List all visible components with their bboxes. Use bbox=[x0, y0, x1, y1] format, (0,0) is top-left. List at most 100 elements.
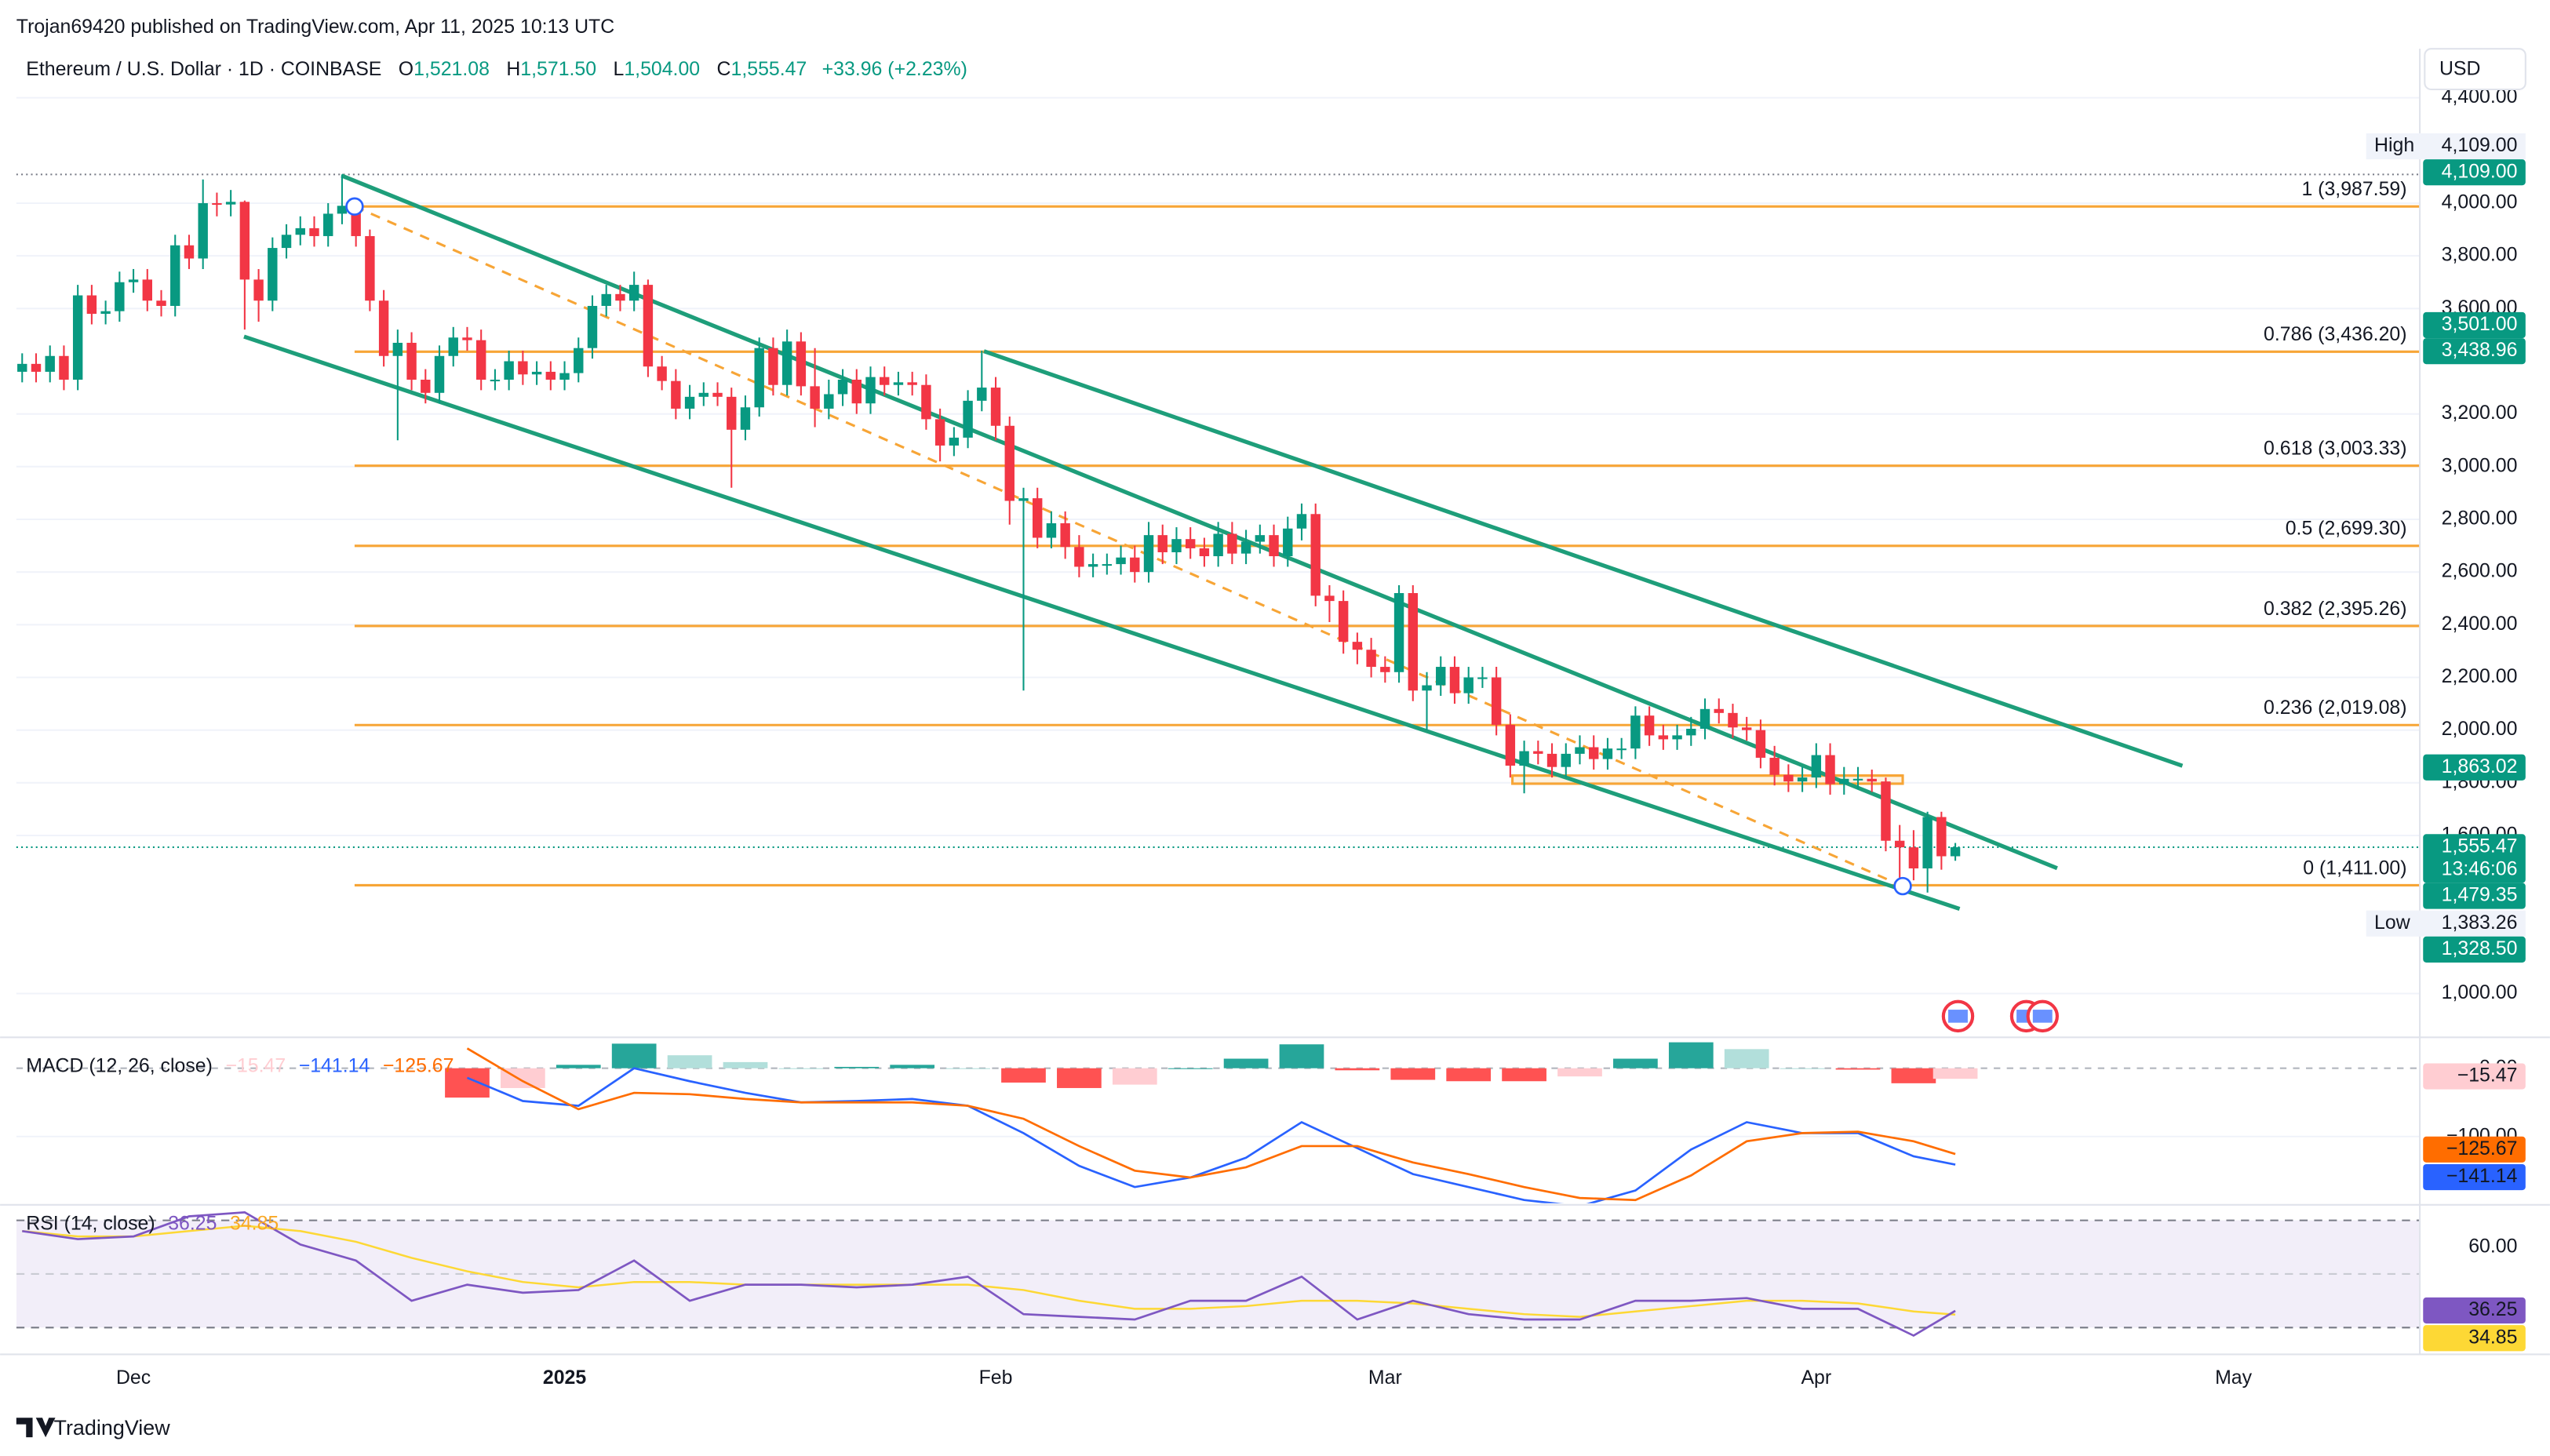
x-tick-label: May bbox=[2215, 1367, 2253, 1389]
rsi-name: RSI (14, close) bbox=[26, 1212, 155, 1234]
candle-body bbox=[1546, 753, 1557, 767]
ohlc-value: 1,521.08 bbox=[413, 58, 490, 80]
candle-body bbox=[1436, 667, 1446, 686]
candle-body bbox=[253, 279, 264, 301]
candle-body bbox=[1811, 755, 1822, 778]
candle-body bbox=[1616, 748, 1627, 751]
price-tag-box bbox=[2423, 754, 2526, 781]
candle-body bbox=[156, 300, 166, 306]
candle-body bbox=[851, 379, 862, 404]
candle-body bbox=[1936, 817, 1947, 857]
candle-body bbox=[1449, 667, 1460, 693]
candle-body bbox=[406, 342, 417, 380]
y-tick-label: 3,800.00 bbox=[2442, 244, 2518, 266]
candle-body bbox=[1658, 735, 1669, 740]
currency-button[interactable]: USD bbox=[2424, 48, 2526, 91]
y-tick-label: 3,000.00 bbox=[2442, 454, 2518, 476]
fib-label: 0.786 (3,436.20) bbox=[2264, 323, 2406, 345]
ohlc-value: 1,571.50 bbox=[520, 58, 596, 80]
candle-body bbox=[198, 202, 208, 259]
candle-body bbox=[1575, 747, 1585, 754]
ohlc-key: C bbox=[717, 58, 731, 80]
fib-label: 0.618 (3,003.33) bbox=[2264, 438, 2406, 460]
macd-histogram-bar bbox=[1446, 1068, 1492, 1082]
macd-histogram-bar bbox=[1001, 1068, 1046, 1083]
candle-body bbox=[1102, 564, 1113, 566]
x-tick-label: Feb bbox=[979, 1367, 1013, 1389]
candle-body bbox=[865, 377, 876, 404]
macd-tag-box bbox=[2423, 1063, 2526, 1090]
candle-body bbox=[727, 396, 737, 430]
candle-body bbox=[684, 396, 695, 409]
y-tick-label: 4,000.00 bbox=[2442, 191, 2518, 213]
candle-body bbox=[1714, 708, 1724, 713]
candle-body bbox=[1408, 593, 1418, 691]
price-tag: 4,109.00 bbox=[2442, 160, 2518, 182]
candle-body bbox=[448, 337, 458, 356]
candle-body bbox=[1602, 748, 1613, 759]
y-tick-label: 3,200.00 bbox=[2442, 402, 2518, 424]
candle-body bbox=[1519, 751, 1529, 766]
macd-hist-value: −15.47 bbox=[225, 1054, 286, 1076]
currency[interactable]: USD bbox=[2439, 58, 2481, 80]
ohlc-key: O bbox=[399, 58, 413, 80]
candle-body bbox=[712, 392, 723, 397]
ohlc-key: H bbox=[506, 58, 520, 80]
macd-tag: −141.14 bbox=[2446, 1165, 2518, 1187]
candle-body bbox=[1074, 547, 1084, 567]
candles bbox=[17, 174, 1961, 893]
channel-bottom bbox=[243, 334, 1961, 912]
candle-body bbox=[698, 392, 709, 397]
candle-body bbox=[1463, 677, 1474, 693]
macd-histogram-bar bbox=[1780, 1068, 1825, 1069]
candle-body bbox=[1769, 757, 1780, 775]
ohlc-value: 1,555.47 bbox=[731, 58, 807, 80]
candle-body bbox=[1310, 514, 1321, 596]
candle-body bbox=[1338, 601, 1349, 642]
candle-body bbox=[1422, 685, 1432, 691]
candle-body bbox=[880, 377, 890, 385]
candle-body bbox=[545, 371, 556, 380]
candle-body bbox=[768, 348, 778, 385]
currency-box[interactable] bbox=[2424, 48, 2526, 91]
event-icon[interactable] bbox=[1941, 999, 1975, 1033]
anchor bbox=[345, 197, 364, 216]
candle-body bbox=[142, 279, 152, 301]
macd-histogram-bar bbox=[1891, 1068, 1936, 1083]
candle-body bbox=[810, 386, 820, 409]
candle-body bbox=[462, 337, 472, 340]
x-tick-label: 2025 bbox=[543, 1367, 586, 1389]
candle-body bbox=[1950, 846, 1961, 857]
price-tag: 1,555.47 bbox=[2442, 835, 2518, 857]
fib-label: 0.236 (2,019.08) bbox=[2264, 697, 2406, 719]
extreme-text: Low bbox=[2374, 912, 2411, 934]
macd-histogram-bar bbox=[1057, 1068, 1102, 1088]
event-icon[interactable] bbox=[2026, 999, 2059, 1033]
price-tag-box bbox=[2423, 159, 2526, 186]
price-tag-box bbox=[2423, 883, 2526, 909]
extreme-text: High bbox=[2374, 134, 2414, 156]
macd-histogram-bar bbox=[1557, 1068, 1602, 1077]
candle-body bbox=[921, 384, 931, 420]
candle-body bbox=[1477, 677, 1488, 679]
candle-body bbox=[268, 248, 278, 301]
rsi-tag-box bbox=[2423, 1297, 2526, 1324]
candle-body bbox=[1505, 724, 1516, 766]
candle-body bbox=[1867, 778, 1877, 782]
candle-body bbox=[86, 295, 97, 315]
macd-histogram-bar bbox=[1390, 1068, 1436, 1080]
candle-body bbox=[628, 285, 639, 301]
rsi-value: 36.25 bbox=[168, 1212, 217, 1234]
macd-histogram-bar bbox=[1168, 1068, 1213, 1069]
macd-histogram-bar bbox=[1835, 1068, 1881, 1070]
macd-title: MACD (12, 26, close) −15.47 −141.14 −125.67 bbox=[26, 1054, 454, 1076]
x-tick-label: Dec bbox=[116, 1367, 151, 1389]
rsi-pane bbox=[16, 1211, 2421, 1338]
candle-body bbox=[1143, 535, 1154, 573]
rsi-tag: 34.85 bbox=[2468, 1326, 2517, 1348]
symbol-legend: Ethereum / U.S. Dollar · 1D · COINBASE O… bbox=[26, 58, 967, 80]
candle-body bbox=[1839, 778, 1849, 784]
candle-body bbox=[1741, 727, 1752, 730]
